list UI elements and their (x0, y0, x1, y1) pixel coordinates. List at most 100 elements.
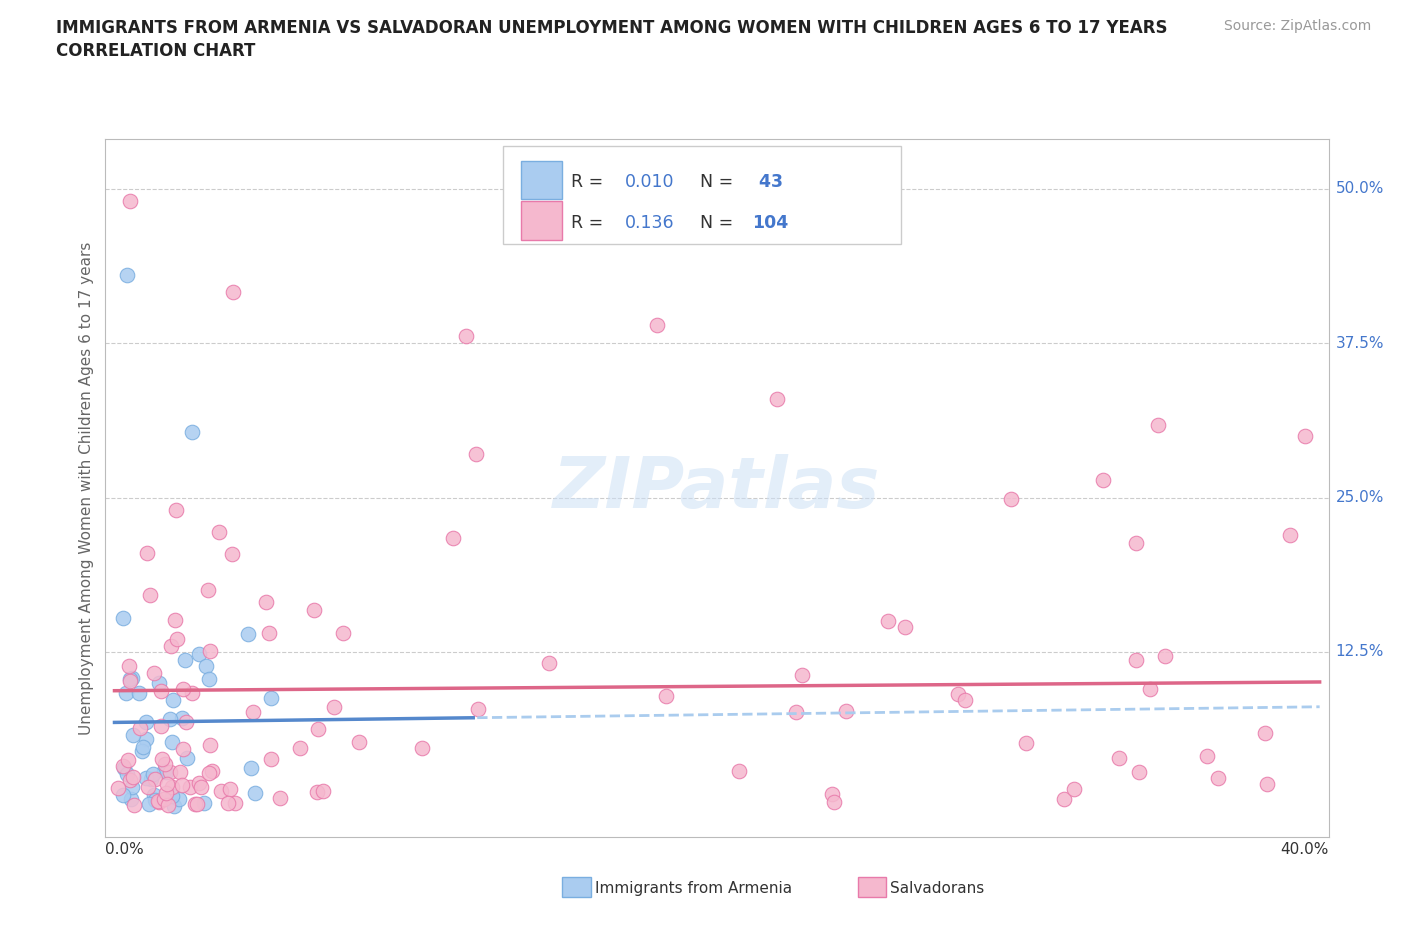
Text: 40.0%: 40.0% (1281, 842, 1329, 857)
Point (114, 685, 136, 700)
Point (186, 796, 208, 811)
Point (153, 756, 176, 771)
Point (785, 704, 807, 719)
Point (118, 193, 141, 208)
Point (159, 711, 181, 726)
Point (1092, 472, 1115, 487)
Point (877, 614, 900, 629)
Point (132, 740, 155, 755)
Point (159, 765, 181, 780)
Text: R =: R = (571, 214, 609, 232)
Point (148, 794, 170, 809)
Text: 50.0%: 50.0% (1336, 181, 1384, 196)
Point (120, 671, 142, 686)
Text: 104: 104 (752, 214, 789, 232)
Point (269, 790, 291, 805)
Point (243, 786, 266, 801)
Point (198, 765, 221, 780)
Point (236, 627, 259, 642)
Text: 43: 43 (752, 173, 783, 191)
Point (823, 794, 845, 809)
Point (112, 610, 135, 625)
Point (411, 740, 433, 755)
Point (332, 626, 354, 641)
Point (224, 795, 246, 810)
Point (107, 780, 129, 795)
Point (121, 671, 143, 685)
Point (172, 682, 194, 697)
Point (1000, 492, 1022, 507)
Point (138, 780, 160, 795)
Point (190, 779, 212, 794)
Point (347, 735, 370, 750)
Point (537, 656, 560, 671)
Point (143, 788, 166, 803)
Point (129, 721, 152, 736)
Point (200, 764, 222, 779)
Point (149, 718, 172, 733)
Point (194, 658, 217, 673)
Point (221, 547, 243, 562)
Point (288, 740, 311, 755)
Point (165, 502, 187, 517)
Point (156, 777, 179, 791)
Text: CORRELATION CHART: CORRELATION CHART (56, 42, 256, 60)
FancyBboxPatch shape (522, 202, 562, 240)
Point (198, 671, 221, 686)
Point (181, 424, 204, 439)
Point (149, 684, 172, 698)
Point (118, 673, 141, 688)
Point (172, 711, 194, 726)
Point (117, 752, 139, 767)
Point (188, 776, 211, 790)
FancyBboxPatch shape (503, 147, 900, 245)
Point (465, 446, 488, 461)
Point (946, 686, 969, 701)
Text: Source: ZipAtlas.com: Source: ZipAtlas.com (1223, 19, 1371, 33)
Point (142, 766, 165, 781)
Text: 0.0%: 0.0% (105, 842, 145, 857)
Point (122, 798, 145, 813)
Point (128, 685, 150, 700)
Point (150, 751, 173, 766)
Point (242, 705, 264, 720)
Point (894, 619, 917, 634)
Point (1063, 782, 1085, 797)
Point (148, 795, 170, 810)
Point (259, 751, 281, 766)
Point (727, 764, 749, 778)
Point (193, 796, 215, 811)
Point (1139, 682, 1161, 697)
Point (122, 727, 145, 742)
Point (835, 704, 858, 719)
Point (1128, 764, 1150, 779)
Point (181, 685, 204, 700)
Point (1147, 418, 1170, 432)
Text: N =: N = (700, 173, 738, 191)
Point (141, 771, 163, 786)
Point (307, 722, 329, 737)
Point (136, 545, 159, 560)
Point (322, 700, 344, 715)
Point (148, 675, 170, 690)
Point (467, 701, 489, 716)
Text: Salvadorans: Salvadorans (890, 881, 984, 896)
Text: 25.0%: 25.0% (1336, 490, 1384, 505)
Point (655, 688, 678, 703)
Point (179, 779, 201, 794)
Point (139, 588, 162, 603)
Text: 0.010: 0.010 (626, 173, 675, 191)
Point (162, 735, 184, 750)
Point (143, 793, 166, 808)
Point (1015, 736, 1038, 751)
Point (176, 715, 198, 730)
Point (169, 764, 191, 779)
Point (209, 784, 232, 799)
Y-axis label: Unemployment Among Women with Children Ages 6 to 17 years: Unemployment Among Women with Children A… (79, 242, 94, 735)
Point (821, 787, 844, 802)
Point (1278, 527, 1301, 542)
Point (160, 789, 183, 804)
Point (121, 779, 143, 794)
Point (163, 612, 186, 627)
Point (1253, 725, 1275, 740)
